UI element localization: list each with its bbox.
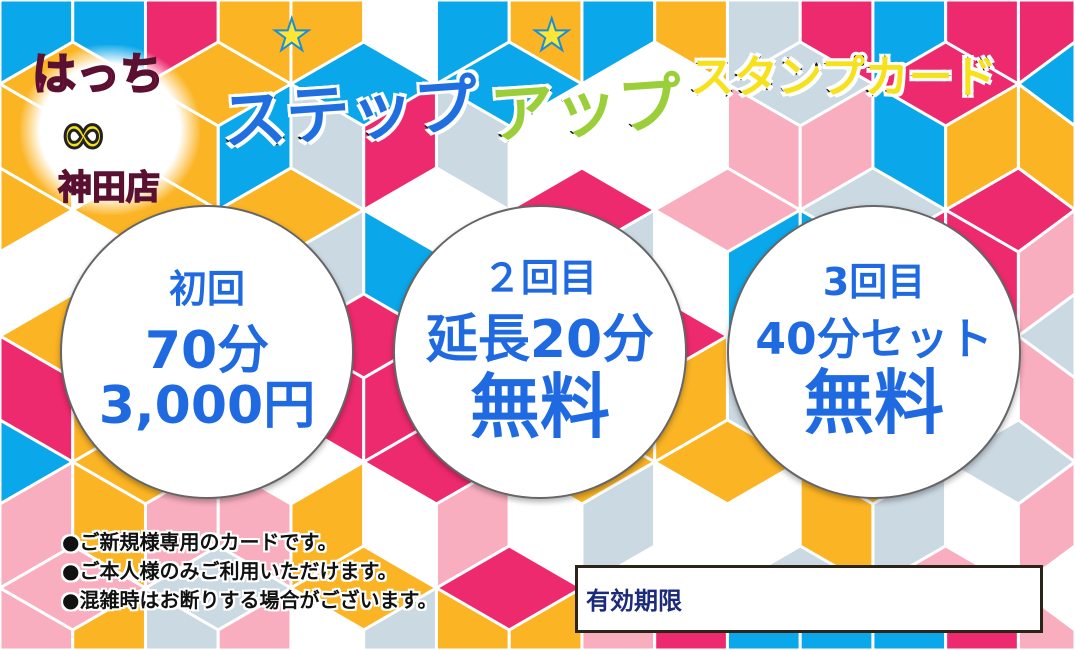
logo-infinity: ∞ (59, 102, 109, 167)
stamp-line1: 延長20分 (425, 309, 655, 370)
logo-name: はっち (31, 49, 165, 100)
stamp-circle-1: 初回 70分 3,000円 (60, 205, 354, 499)
stamp-label: ２回目 (482, 256, 597, 300)
stamp-label: 3回目 (822, 260, 926, 305)
stamp-circle-2: ２回目 延長20分 無料 (393, 205, 687, 499)
cube-face (143, 585, 220, 650)
star-icon: ★ (271, 10, 312, 61)
note: ●ご新規様専用のカードです。 (62, 530, 338, 554)
store-logo: はっち ∞ 神田店 (20, 45, 200, 215)
cube-face (0, 586, 75, 650)
note: ●ご本人様のみご利用いただけます。 (62, 559, 398, 583)
title-stamp-card: スタンプカード (689, 52, 999, 103)
stamp-line2: 3,000円 (98, 375, 316, 436)
title-step: ステップ (218, 67, 482, 162)
star-icon: ★ (531, 10, 572, 61)
cube-face (289, 585, 366, 650)
stamp-line2: 無料 (470, 366, 610, 449)
stamp-circle-3: 3回目 40分セット 無料 (727, 205, 1021, 499)
note: ●混雑時はお断りする場合がございます。 (62, 588, 438, 612)
stamp-label: 初回 (168, 267, 245, 312)
cube-face (1015, 292, 1075, 380)
stamp-line2: 無料 (804, 362, 944, 445)
expiry-label: 有効期限 (586, 587, 682, 615)
expiry-date-box: 有効期限 (575, 565, 1043, 633)
cube-face (0, 418, 76, 506)
logo-branch: 神田店 (57, 168, 161, 208)
stamp-line1: 40分セット (755, 314, 993, 366)
title-up: アップ (486, 65, 686, 155)
notes: ●ご新規様専用のカードです。 ●ご本人様のみご利用いただけます。 ●混雑時はお断… (62, 528, 437, 615)
stamp-line1: 70分 (144, 321, 270, 382)
cube-face (434, 585, 511, 650)
cube-face (1015, 40, 1075, 128)
